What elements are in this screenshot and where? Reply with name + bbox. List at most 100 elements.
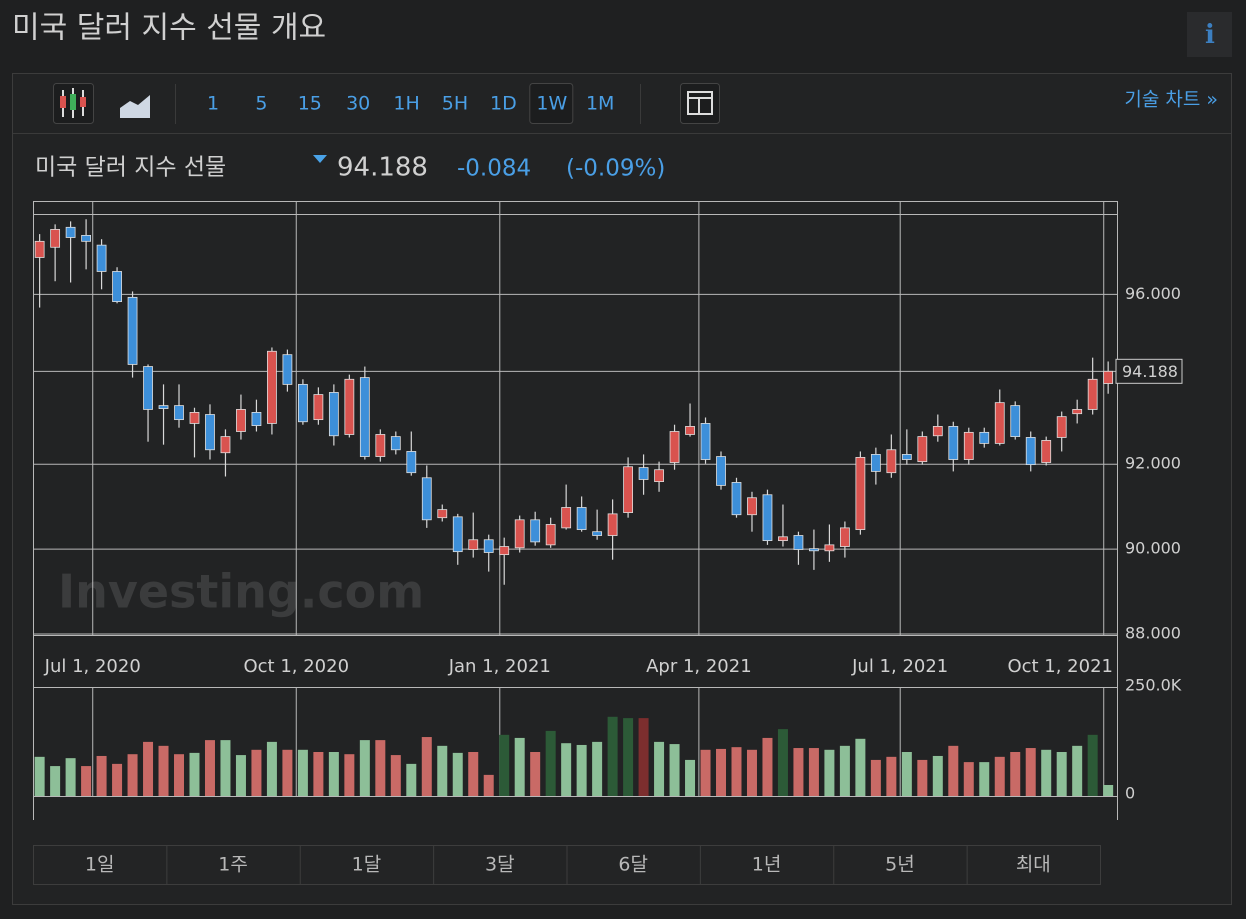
volume-bar (96, 755, 107, 796)
volume-bar (452, 752, 463, 796)
candle-body (143, 366, 153, 410)
candle-body (313, 394, 324, 421)
volume-bar (1010, 752, 1021, 796)
interval-button[interactable]: 1 (207, 93, 219, 115)
x-tick-label: Apr 1, 2021 (646, 656, 752, 677)
interval-button[interactable]: 30 (346, 93, 370, 115)
y-tick-label: 88.000 (1125, 624, 1181, 643)
volume-bar (359, 740, 370, 796)
volume-bar (1072, 745, 1083, 796)
x-tick-label: Jan 1, 2021 (448, 656, 551, 677)
candle-body (994, 402, 1005, 444)
quote-change-pct: (-0.09%) (566, 156, 665, 182)
candle-body (189, 412, 200, 424)
volume-bar (530, 752, 541, 796)
candle-body (870, 454, 881, 472)
candle-body (1025, 437, 1036, 466)
candle-body (282, 354, 293, 385)
volume-bar (1087, 734, 1098, 796)
volume-bar (34, 756, 45, 796)
volume-bar (390, 755, 401, 796)
candle-body (638, 467, 649, 480)
area-chart-button[interactable] (120, 95, 150, 118)
volume-bar (514, 737, 525, 796)
interval-button[interactable]: 15 (298, 93, 322, 115)
candle-body (530, 519, 541, 543)
volume-bar (220, 740, 231, 796)
volume-bar (731, 747, 742, 796)
volume-bar (793, 748, 804, 796)
interval-button[interactable]: 5 (255, 93, 267, 115)
candle-body (375, 434, 386, 457)
interval-button[interactable]: 1W (536, 93, 567, 115)
interval-button[interactable]: 1M (586, 93, 614, 115)
range-button[interactable]: 1달 (352, 854, 382, 876)
candle-body (1072, 409, 1083, 415)
range-button[interactable]: 6달 (618, 854, 648, 876)
candle-body (220, 436, 231, 454)
tech-chart-link[interactable]: 기술 차트 » (1124, 89, 1218, 111)
quote-change: -0.084 (457, 156, 531, 182)
candle-body (158, 405, 169, 409)
volume-bar (824, 749, 835, 796)
range-button[interactable]: 3달 (485, 854, 515, 876)
candle-body (468, 539, 479, 550)
volume-bar (235, 755, 246, 796)
volume-bar (127, 754, 138, 796)
y-tick-label: 96.000 (1125, 284, 1181, 303)
candle-body (901, 454, 912, 460)
volume-bar (561, 743, 572, 796)
x-tick-label: Oct 1, 2021 (1007, 656, 1113, 677)
range-button[interactable]: 1주 (218, 854, 248, 876)
quote-price: 94.188 (337, 153, 428, 183)
y-tick-label: 90.000 (1125, 539, 1181, 558)
volume-bar (1056, 752, 1067, 796)
info-icon[interactable]: i (1205, 20, 1215, 50)
info-button[interactable] (1187, 12, 1232, 57)
candle-icon (60, 88, 86, 118)
volume-bar (839, 745, 850, 796)
candle-body (607, 513, 618, 536)
volume-bar (545, 730, 556, 796)
candle-body (762, 494, 773, 542)
volume-bar (685, 759, 696, 796)
interval-button[interactable]: 1H (393, 93, 419, 115)
volume-bar (297, 749, 308, 796)
range-button[interactable]: 5년 (885, 854, 915, 876)
candle-body (685, 426, 695, 435)
volume-bar (328, 752, 339, 796)
candle-body (716, 456, 726, 486)
candle-body (174, 405, 184, 421)
candle-body (1056, 416, 1067, 438)
volume-bar (143, 741, 154, 796)
candle-body (1041, 440, 1052, 463)
volume-bar (406, 763, 417, 796)
interval-button[interactable]: 5H (442, 93, 468, 115)
range-button[interactable]: 최대 (1016, 854, 1051, 876)
volume-bar (344, 754, 355, 796)
volume-bar (437, 745, 448, 796)
layout-icon (687, 91, 713, 115)
volume-bar (65, 758, 76, 796)
candle-body (328, 392, 339, 437)
interval-button[interactable]: 1D (490, 93, 517, 115)
volume-bar (204, 740, 215, 796)
volume-bar (189, 752, 200, 796)
candle-body (359, 377, 370, 457)
candle-body (205, 414, 215, 451)
candle-body (1010, 405, 1021, 438)
range-button[interactable]: 1일 (85, 854, 115, 876)
volume-bar (963, 762, 974, 796)
candle-body (809, 548, 819, 552)
range-button[interactable]: 1년 (752, 854, 782, 876)
candle-body (251, 412, 262, 426)
candle-body (483, 539, 494, 553)
down-arrow (313, 155, 327, 163)
volume-bar (1041, 749, 1052, 796)
candle-body (81, 234, 91, 242)
candle-body (452, 516, 463, 553)
volume-bar (112, 763, 123, 796)
candle-body (297, 383, 308, 423)
candle-body (390, 436, 401, 451)
